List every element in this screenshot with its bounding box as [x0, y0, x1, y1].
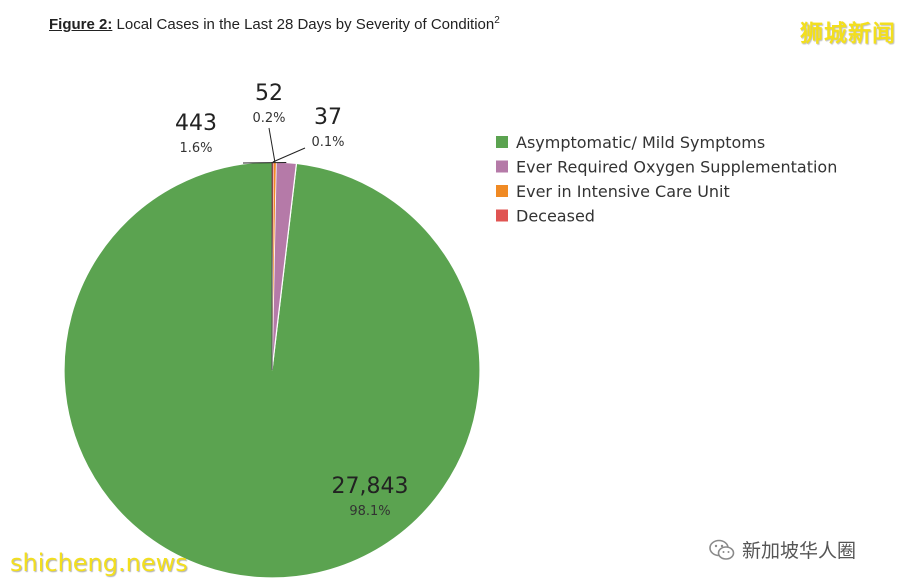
wechat-icon: [709, 539, 735, 560]
legend-label-deceased: Deceased: [516, 207, 595, 226]
legend-swatch-deceased: [496, 209, 508, 222]
legend-label-oxygen: Ever Required Oxygen Supplementation: [516, 158, 837, 177]
slice-value-label-mild: 27,843: [332, 474, 409, 499]
slice-value-label-icu: 52: [255, 81, 283, 106]
wechat-account-name: 新加坡华人圈: [742, 540, 857, 562]
chart-legend: Asymptomatic/ Mild Symptoms Ever Required…: [496, 133, 837, 226]
figure-title-footnote: 2: [494, 15, 500, 26]
legend-swatch-mild: [496, 136, 508, 148]
leader-line-icu: [268, 127, 276, 163]
leader-lines: [242, 127, 306, 164]
watermark-bottom-left: shicheng.news: [10, 549, 188, 577]
slice-value-label-oxygen: 443: [175, 111, 217, 136]
slice-value-label-deceased: 37: [314, 105, 342, 130]
wechat-watermark: 新加坡华人圈: [708, 536, 856, 563]
legend-swatch-oxygen: [496, 160, 508, 173]
slice-percent-label-icu: 0.2%: [252, 111, 285, 126]
slice-labels: 27,843 98.1% 443 1.6% 52 0.2% 37 0.1%: [175, 81, 408, 519]
slice-percent-label-oxygen: 1.6%: [179, 141, 212, 156]
leader-line-oxygen: [242, 161, 287, 164]
figure-title-text: Local Cases in the Last 28 Days by Sever…: [112, 16, 495, 33]
watermark-top-right: 狮城新闻: [800, 21, 896, 47]
legend-swatch-icu: [496, 185, 508, 197]
figure-label: Figure 2:: [49, 16, 113, 33]
leader-line-deceased: [272, 147, 306, 163]
legend-label-icu: Ever in Intensive Care Unit: [516, 182, 730, 201]
pie-slices: [63, 161, 481, 579]
slice-percent-label-mild: 98.1%: [349, 504, 390, 519]
slice-percent-label-deceased: 0.1%: [311, 135, 344, 150]
legend-label-mild: Asymptomatic/ Mild Symptoms: [516, 133, 765, 152]
figure-title: Figure 2: Local Cases in the Last 28 Day…: [49, 15, 500, 33]
